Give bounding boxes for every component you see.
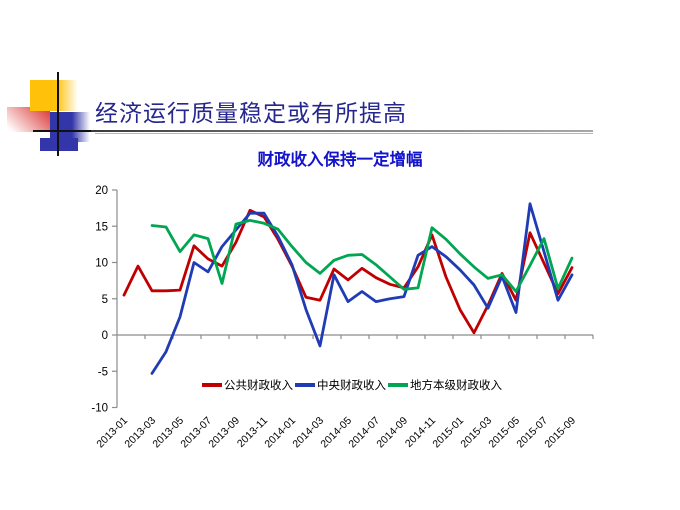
legend-item-2: 中央财政收入	[295, 377, 386, 393]
legend-swatch-1	[202, 383, 222, 387]
x-axis-label: 2014-09	[374, 415, 410, 451]
decoration-vertical-line	[57, 72, 59, 156]
decoration-red-square	[7, 107, 50, 132]
legend-swatch-2	[295, 383, 315, 387]
title-underline	[91, 130, 593, 132]
y-axis-label: 20	[95, 185, 108, 197]
page-title: 经济运行质量稳定或有所提高	[95, 101, 407, 126]
legend-label-2: 中央财政收入	[317, 380, 386, 392]
decoration-blue-square	[50, 112, 90, 142]
x-axis-label: 2013-09	[206, 415, 242, 451]
legend-label-3: 地方本级财政收入	[410, 380, 502, 392]
legend-swatch-3	[388, 383, 408, 387]
chart-line-3	[150, 218, 574, 293]
y-axis-label: 10	[95, 258, 108, 270]
chart-legend: 公共财政收入 中央财政收入 地方本级财政收入	[201, 377, 503, 393]
legend-label-1: 公共财政收入	[224, 380, 293, 392]
title-underline-shadow	[95, 133, 593, 134]
decoration-yellow-square	[30, 80, 78, 111]
decoration-horizontal-line	[33, 130, 91, 132]
y-axis-label: -10	[91, 403, 108, 415]
x-axis-label: 2015-09	[542, 415, 578, 451]
y-axis-label: 5	[102, 294, 108, 306]
legend-item-1: 公共财政收入	[202, 377, 293, 393]
decoration-blue-step	[40, 138, 78, 151]
chart-title: 财政收入保持一定增幅	[257, 151, 423, 169]
legend-item-3: 地方本级财政收入	[388, 377, 502, 393]
y-axis-label: 0	[102, 330, 108, 342]
y-axis-label: 15	[95, 221, 108, 233]
y-axis-label: -5	[98, 366, 108, 378]
